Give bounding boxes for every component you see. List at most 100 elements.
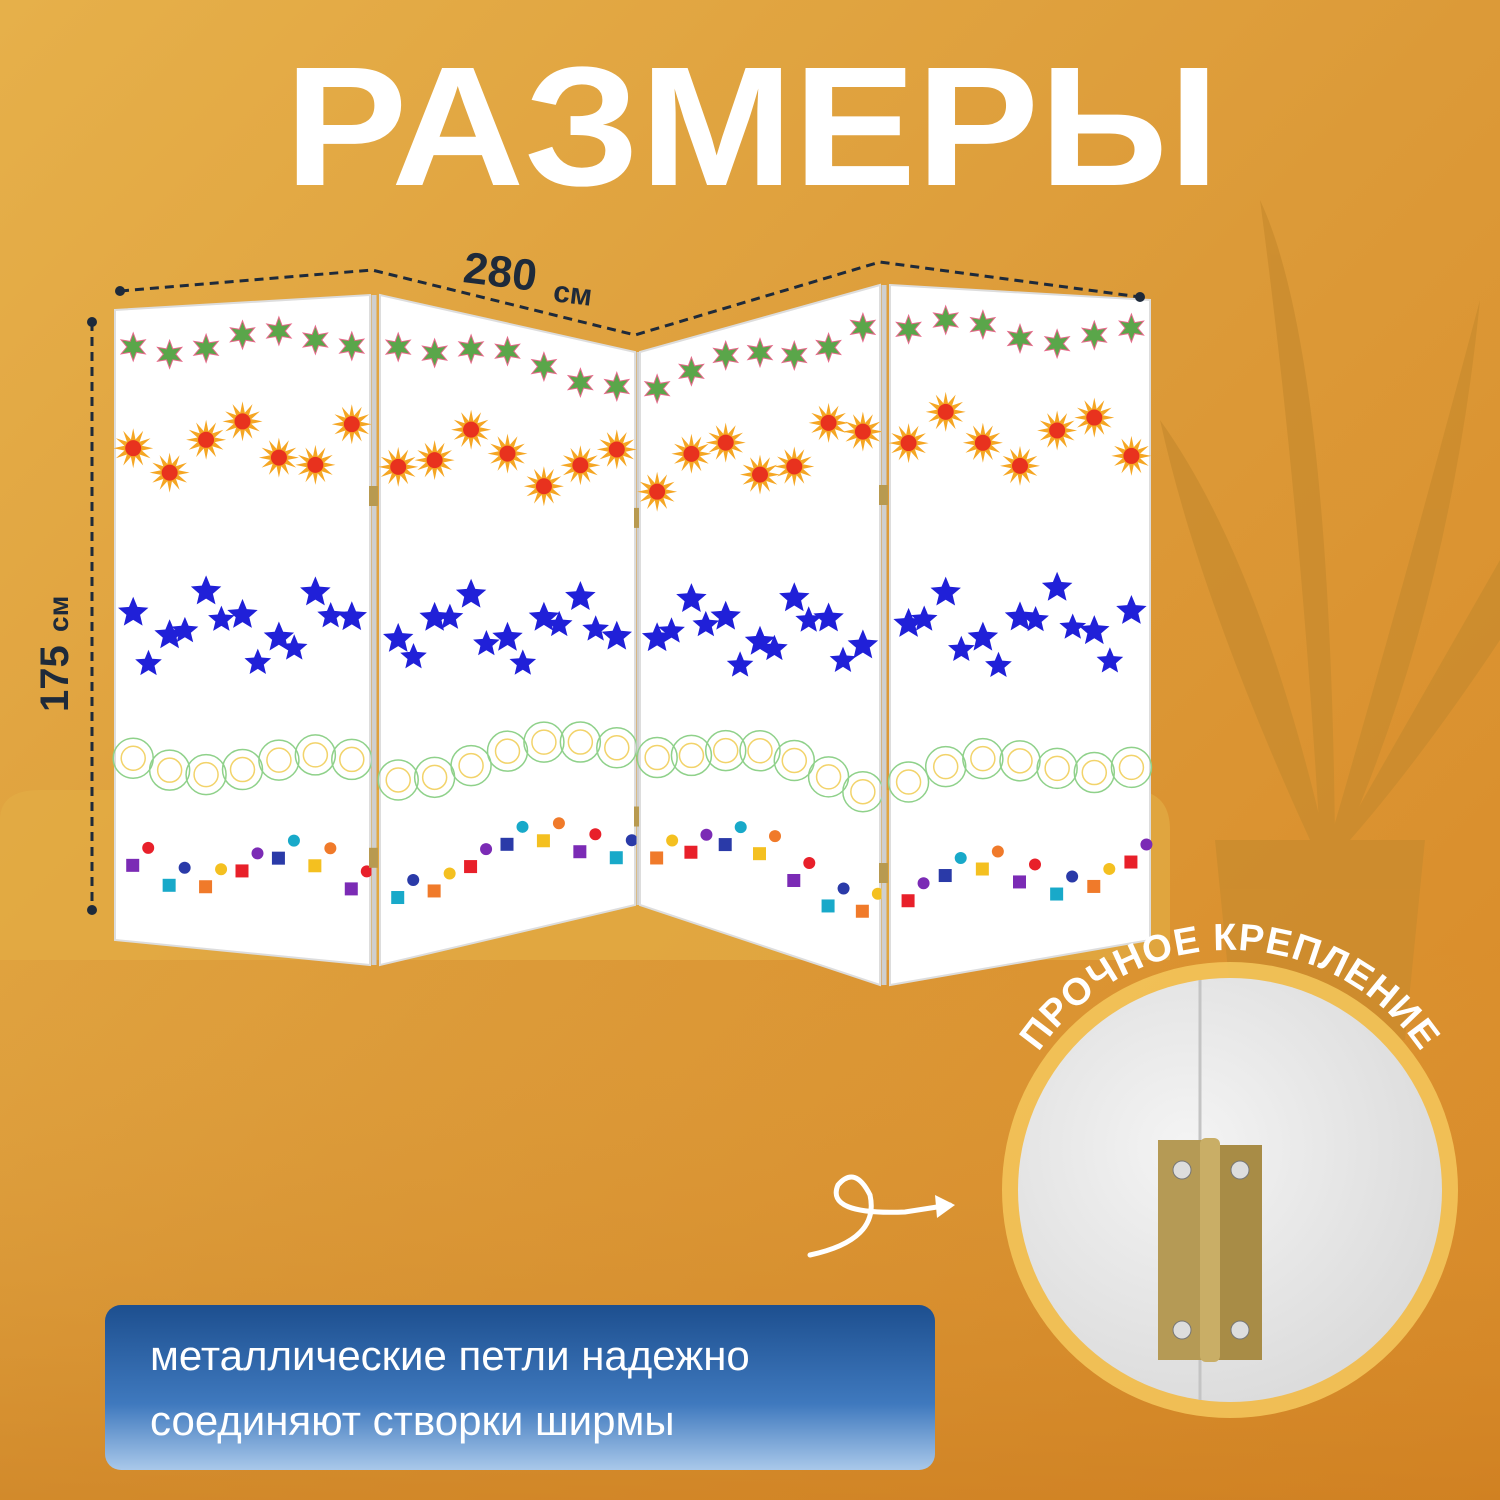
ornament-sun-core (499, 445, 516, 462)
ornament-blue-star (726, 651, 754, 677)
ornament-confetti (199, 880, 213, 894)
ornament-ring (747, 738, 773, 764)
ornament-sun-core (390, 458, 407, 475)
ornament-sun-core (343, 416, 360, 433)
ornament-confetti (126, 858, 140, 872)
ornament-star (712, 339, 740, 371)
ornament-blue-star (1059, 613, 1087, 639)
ornament-confetti (464, 860, 478, 874)
ornament-sun-core (426, 452, 443, 469)
ornament-confetti (650, 851, 664, 865)
ornament-star (932, 304, 960, 336)
screen-panel (887, 283, 1153, 987)
ornament-blue-star (118, 596, 149, 626)
ornament-star (494, 335, 521, 367)
ornament-sun-core (854, 423, 871, 440)
ornament-ring (1036, 747, 1078, 790)
screw (1172, 1160, 1192, 1180)
width-end (115, 286, 125, 296)
ornament-blue-star (1096, 647, 1124, 673)
ornament-confetti (500, 837, 514, 851)
ornament-confetti (609, 851, 623, 865)
ornament-confetti (769, 830, 781, 843)
arrow-head (935, 1195, 955, 1218)
ornament-ring (636, 736, 678, 779)
ornament-ring (339, 746, 365, 773)
ornament-blue-star (1079, 615, 1110, 645)
width-line (119, 260, 1141, 337)
ornament-confetti (536, 834, 550, 848)
ornament-confetti (1029, 858, 1041, 871)
ornament-sun-core (820, 414, 837, 431)
panel-hinge (634, 806, 643, 827)
ornament-confetti (516, 820, 529, 833)
ornament-confetti (975, 862, 989, 876)
height-end (87, 905, 97, 915)
ornament-confetti (991, 845, 1004, 858)
ornament-confetti (178, 861, 191, 874)
ornament-star (1043, 328, 1071, 360)
ornament-blue-star (227, 598, 258, 628)
ornament-ring (670, 734, 713, 777)
ornament-star (421, 337, 449, 369)
ornament-sun-core (974, 434, 991, 451)
ornament-star (530, 351, 558, 383)
ornament-ring (156, 757, 183, 783)
ornament-ring (815, 764, 842, 790)
ornament-confetti (1124, 855, 1138, 869)
ornament-sun-core (161, 464, 178, 481)
ornament-confetti (443, 867, 456, 880)
ornament-ring (604, 735, 630, 761)
ornament-blue-star (582, 615, 609, 641)
ornament-ring (1081, 759, 1108, 786)
ornament-ring (1007, 748, 1033, 774)
ornament-blue-star (383, 622, 414, 652)
ornament-blue-star (641, 622, 673, 652)
ornament-blue-star (171, 616, 199, 643)
ornament-confetti (360, 865, 373, 878)
ornament-blue-star (317, 602, 344, 628)
ornament-ring (850, 778, 876, 805)
ornament-star (265, 315, 293, 347)
ornament-ring (924, 745, 967, 788)
ornament-confetti (287, 834, 300, 847)
ornament-blue-star (910, 605, 938, 631)
ornament-confetti (324, 842, 337, 855)
ornament-confetti (837, 882, 850, 895)
ornament-blue-star (795, 606, 822, 632)
ornament-confetti (235, 864, 249, 878)
panel-face (889, 283, 1151, 987)
ornament-ring (266, 747, 292, 773)
panel-hinge (879, 485, 888, 505)
ornament-confetti (308, 859, 322, 873)
ornament-blue-star (1041, 571, 1073, 601)
ornament-blue-star (565, 581, 596, 610)
ornament-ring (450, 744, 492, 787)
ornament-ring (999, 740, 1041, 782)
arrow (807, 1174, 953, 1258)
ornament-blue-star (300, 576, 331, 606)
ornament-star (678, 355, 705, 387)
height-label: 175 см (33, 596, 77, 712)
ornament-ring (739, 730, 781, 772)
ornament-confetti (251, 847, 264, 860)
ornament-ring (895, 769, 922, 795)
ornament-star (229, 319, 256, 351)
ornament-confetti (821, 899, 835, 913)
hinge-pin (1200, 1138, 1220, 1362)
ornament-confetti (938, 869, 952, 883)
ornament-confetti (1087, 879, 1101, 893)
ornament-blue-star (761, 634, 788, 661)
ornament-sun-core (270, 449, 287, 466)
ornament-star (1006, 323, 1034, 354)
ornament-ring (294, 734, 337, 776)
ornament-sun-core (125, 440, 142, 457)
ornament-confetti (684, 845, 698, 859)
ornament-ring (1073, 751, 1116, 794)
ornament-ring (712, 737, 739, 764)
ornament-confetti (718, 838, 732, 852)
ornament-ring (1118, 754, 1145, 781)
ornament-blue-star (336, 601, 367, 631)
ornament-star (1118, 312, 1145, 344)
ornament-confetti (855, 904, 869, 918)
